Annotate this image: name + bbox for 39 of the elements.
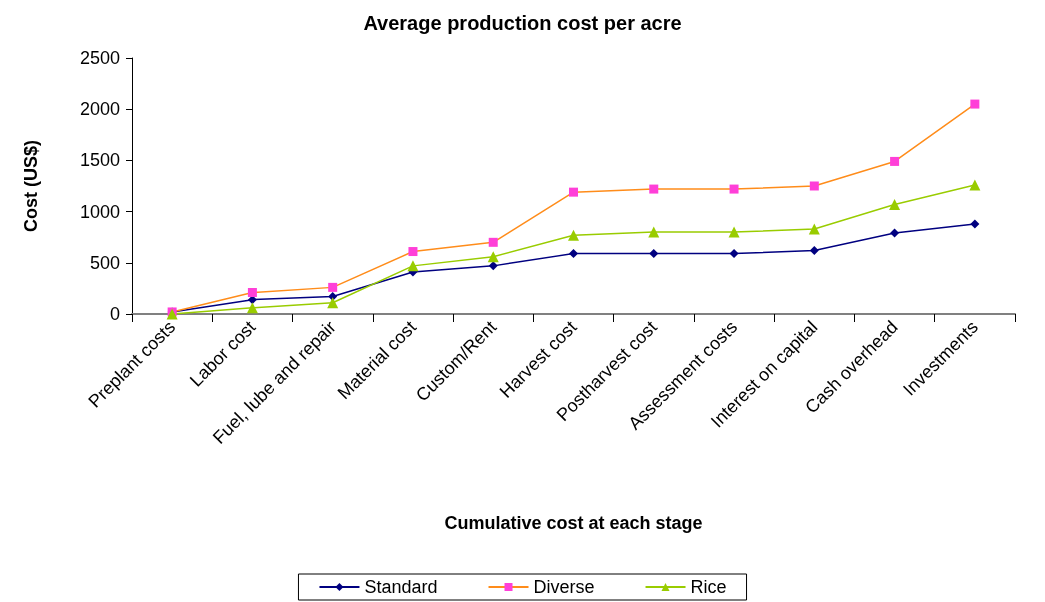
point <box>729 184 739 194</box>
point <box>969 179 981 191</box>
point <box>246 302 258 314</box>
point <box>247 288 257 297</box>
point <box>890 228 900 238</box>
point <box>488 261 498 271</box>
point <box>890 156 900 166</box>
point <box>809 181 819 191</box>
point <box>809 246 819 256</box>
point <box>649 249 659 259</box>
x-axis-title: Cumulative cost at each stage <box>444 513 703 533</box>
y-axis-title: Cost (US$) <box>21 139 41 233</box>
y-tick-label: 0 <box>109 304 120 324</box>
point <box>970 99 980 109</box>
y-tick-label: 1500 <box>79 150 120 171</box>
y-tick-label: 1000 <box>79 201 120 222</box>
legend-label: Standard <box>364 577 438 597</box>
point <box>648 226 660 238</box>
point <box>569 187 578 197</box>
point <box>808 223 820 235</box>
point <box>487 251 499 263</box>
point <box>568 229 579 241</box>
legend-label: Rice <box>690 577 727 597</box>
point <box>488 237 498 247</box>
y-tick-label: 2500 <box>79 48 120 68</box>
point <box>889 198 901 210</box>
legend-label: Diverse <box>533 577 595 597</box>
y-tick-label: 2000 <box>79 99 120 120</box>
point <box>569 249 578 259</box>
y-tick-label: 500 <box>89 252 120 273</box>
chart-title: Average production cost per acre <box>363 12 682 34</box>
point <box>970 219 980 229</box>
point <box>408 247 418 257</box>
point <box>327 297 339 309</box>
point <box>649 184 659 194</box>
point <box>407 260 419 272</box>
point <box>728 226 740 238</box>
point <box>729 249 739 259</box>
point <box>328 282 338 292</box>
